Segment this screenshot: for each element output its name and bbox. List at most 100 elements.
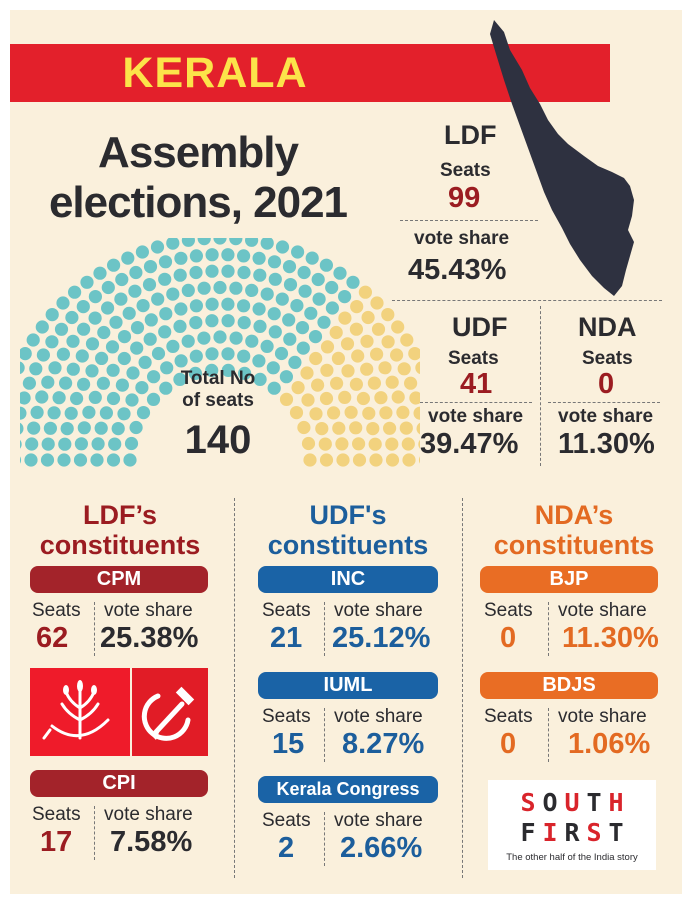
udf-seats-value: 41 xyxy=(460,368,493,400)
state-title: KERALA xyxy=(122,48,308,97)
seat-dot xyxy=(93,266,107,280)
seat-dot xyxy=(341,364,355,378)
nda-share-label: vote share xyxy=(558,406,654,427)
seat-dot xyxy=(158,325,172,339)
seat-dot xyxy=(41,375,55,389)
seat-dot xyxy=(197,331,211,345)
seat-dot xyxy=(77,322,91,336)
seat-dot xyxy=(25,437,39,451)
seat-dot xyxy=(331,351,345,365)
seat-dot xyxy=(105,340,120,354)
inc-seats-label: Seats xyxy=(262,600,311,621)
bdjs-share-value: 1.06% xyxy=(568,728,651,760)
seat-dot xyxy=(94,421,108,435)
seat-dot xyxy=(237,249,251,263)
seat-dot xyxy=(205,363,219,377)
seat-dot xyxy=(333,266,347,280)
seat-dot xyxy=(418,439,420,449)
seat-dot xyxy=(385,437,399,451)
divider xyxy=(324,602,325,656)
bjp-seats-label: Seats xyxy=(484,600,533,621)
seat-dot xyxy=(174,251,188,265)
seat-dot xyxy=(115,272,129,287)
divider xyxy=(548,602,549,656)
kc-share-value: 2.66% xyxy=(340,832,423,864)
seat-dot xyxy=(47,406,61,420)
divider xyxy=(548,708,549,762)
seat-dot xyxy=(315,422,329,436)
seat-dot xyxy=(45,335,59,349)
party-pill-cpm: CPM xyxy=(30,566,208,593)
seat-dot xyxy=(418,456,420,464)
seat-dot xyxy=(143,332,157,346)
seat-dot xyxy=(121,251,135,265)
seat-dot xyxy=(151,346,166,361)
seat-dot xyxy=(296,341,310,355)
seat-dot xyxy=(408,347,420,361)
seat-dot xyxy=(136,299,150,313)
seat-dot xyxy=(290,299,304,313)
seat-dot xyxy=(40,453,55,467)
seat-dot xyxy=(352,453,367,467)
seat-dot xyxy=(350,300,364,314)
party-pill-inc: INC xyxy=(258,566,438,593)
seat-dot xyxy=(117,330,132,344)
seat-dot xyxy=(123,453,137,467)
seat-dot xyxy=(106,453,121,467)
seat-dot xyxy=(320,363,334,377)
kc-share-label: vote share xyxy=(334,810,423,831)
seat-hemicycle xyxy=(20,238,420,467)
seat-dot xyxy=(57,453,71,467)
seat-dot xyxy=(88,390,102,404)
seat-dot xyxy=(101,301,115,315)
divider xyxy=(324,708,325,762)
divider xyxy=(548,402,660,403)
seat-dot xyxy=(20,439,22,449)
seat-dot xyxy=(319,453,334,467)
divider xyxy=(94,602,95,656)
seat-dot xyxy=(77,377,91,391)
bdjs-seats-value: 0 xyxy=(500,728,517,760)
seat-dot xyxy=(20,422,24,435)
seat-dot xyxy=(260,287,274,301)
seat-dot xyxy=(402,453,416,467)
seat-dot xyxy=(311,378,325,392)
bjp-share-label: vote share xyxy=(558,600,647,621)
seat-dot xyxy=(45,308,59,322)
seat-dot xyxy=(379,406,393,420)
cpm-share-value: 25.38% xyxy=(100,622,199,654)
seat-dot xyxy=(107,258,121,272)
seat-dot xyxy=(381,308,395,322)
seat-dot xyxy=(245,283,259,297)
seat-dot xyxy=(35,320,49,334)
seat-dot xyxy=(309,351,323,366)
seat-dot xyxy=(66,334,80,348)
seat-dot xyxy=(189,249,203,263)
seat-dot xyxy=(332,421,346,435)
nda-seats-value: 0 xyxy=(598,368,615,400)
seat-dot xyxy=(370,347,384,361)
cpm-emblem-panel xyxy=(132,668,208,756)
seat-dot xyxy=(74,437,88,451)
seat-dot xyxy=(399,421,413,435)
ldf-seats-label: Seats xyxy=(440,160,491,181)
seat-dot xyxy=(325,301,339,315)
inc-share-label: vote share xyxy=(334,600,423,621)
seat-dot xyxy=(260,238,274,250)
seat-dot xyxy=(275,292,289,306)
seat-dot xyxy=(173,319,187,333)
hammer-sickle-icon xyxy=(141,686,195,741)
seat-dot xyxy=(122,306,136,320)
seat-dot xyxy=(329,325,343,340)
seat-dot xyxy=(173,268,187,282)
seat-dot xyxy=(338,290,352,304)
logo-tagline: The other half of the India story xyxy=(506,852,638,863)
udf-share-value: 39.47% xyxy=(420,428,519,460)
seat-dot xyxy=(283,332,297,346)
seat-dot xyxy=(88,311,102,325)
seat-dot xyxy=(221,297,235,311)
seat-dot xyxy=(144,313,158,327)
seat-dot xyxy=(413,406,420,420)
ldf-share-label: vote share xyxy=(414,228,510,249)
seat-dot xyxy=(124,436,139,451)
